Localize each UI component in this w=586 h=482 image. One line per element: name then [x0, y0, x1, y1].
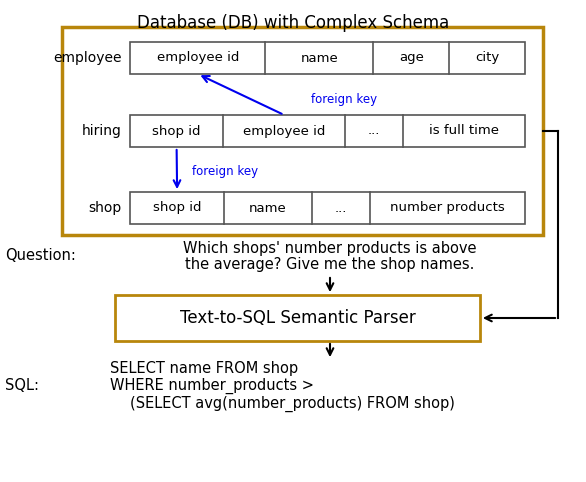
Text: name: name [249, 201, 287, 214]
Text: Which shops' number products is above: Which shops' number products is above [183, 241, 477, 255]
Text: SQL:: SQL: [5, 378, 39, 393]
Text: city: city [475, 52, 499, 65]
Text: ...: ... [368, 124, 380, 137]
Text: Database (DB) with Complex Schema: Database (DB) with Complex Schema [137, 14, 449, 32]
Text: shop id: shop id [152, 124, 201, 137]
Text: shop: shop [88, 201, 122, 215]
Text: employee id: employee id [243, 124, 325, 137]
Text: the average? Give me the shop names.: the average? Give me the shop names. [185, 257, 475, 272]
Bar [130, 115, 525, 147]
Text: foreign key: foreign key [192, 165, 258, 178]
Bar [130, 42, 525, 74]
Text: name: name [301, 52, 338, 65]
Bar [115, 295, 480, 341]
Text: ...: ... [335, 201, 347, 214]
Text: age: age [399, 52, 424, 65]
Text: foreign key: foreign key [311, 93, 377, 106]
Bar [62, 27, 543, 235]
Text: number products: number products [390, 201, 505, 214]
Text: shop id: shop id [153, 201, 202, 214]
Text: (SELECT avg(number_products) FROM shop): (SELECT avg(number_products) FROM shop) [130, 396, 455, 412]
Text: Question:: Question: [5, 249, 76, 264]
Bar [130, 192, 525, 224]
Text: SELECT name FROM shop: SELECT name FROM shop [110, 361, 298, 375]
Text: is full time: is full time [429, 124, 499, 137]
Text: WHERE number_products >: WHERE number_products > [110, 378, 314, 394]
Text: employee id: employee id [156, 52, 239, 65]
Text: employee: employee [53, 51, 122, 65]
Text: hiring: hiring [82, 124, 122, 138]
Text: Text-to-SQL Semantic Parser: Text-to-SQL Semantic Parser [180, 309, 415, 327]
